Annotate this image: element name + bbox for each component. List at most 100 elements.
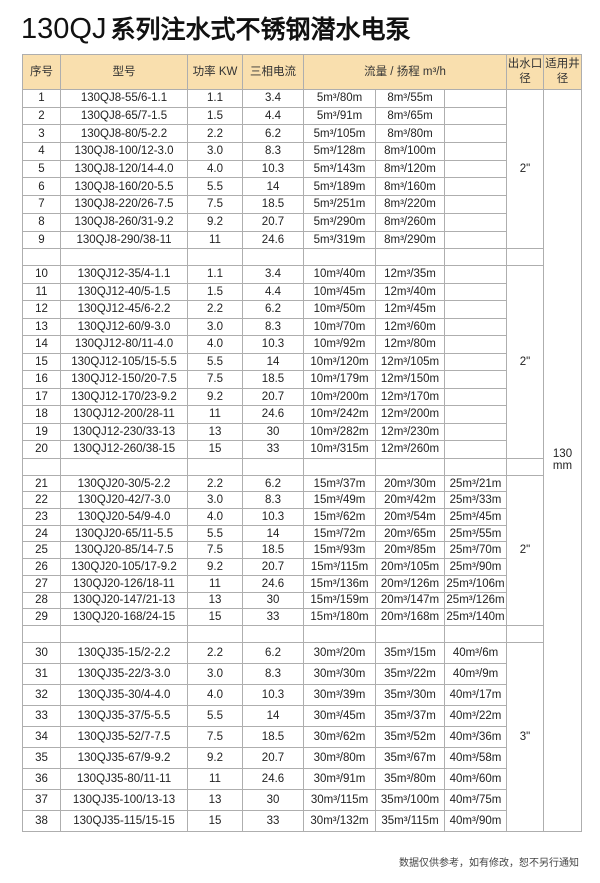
table-row: 16 130QJ12-150/20-7.5 7.5 18.5 10m³/179m 12m³… — [22, 370, 582, 389]
cell-power: 15 — [187, 809, 243, 832]
cell-current: 20.7 — [242, 746, 304, 769]
table-row: 5 130QJ8-120/14-4.0 4.0 10.3 5m³/143m 8m³/120… — [22, 159, 582, 179]
cell-flow-2: 12m³/35m — [375, 265, 445, 284]
cell-flow-3 — [444, 159, 507, 179]
cell-power: 9.2 — [187, 558, 243, 576]
cell-current: 33 — [242, 440, 304, 459]
table-row: 9 130QJ8-290/38-11 11 24.6 5m³/319m 8m³/290m — [22, 230, 582, 250]
cell-flow-1: 10m³/50m — [303, 300, 376, 319]
cell-flow-3 — [444, 106, 507, 126]
cell-flow-1: 30m³/91m — [303, 767, 376, 790]
cell-model: 130QJ8-260/31-9.2 — [60, 212, 188, 232]
cell-current: 18.5 — [242, 725, 304, 748]
table-row: 36 130QJ35-80/11-11 11 24.6 30m³/91m 35m³/80m… — [22, 767, 582, 790]
cell-power: 2.2 — [187, 641, 243, 664]
cell-no: 37 — [22, 788, 61, 811]
cell-well-diameter: 130 mm — [543, 89, 582, 832]
cell-flow-3: 40m³/75m — [444, 788, 507, 811]
cell-flow-1: 15m³/93m — [303, 541, 376, 560]
cell-power: 2.2 — [187, 474, 243, 493]
cell-power: 5.5 — [187, 177, 243, 197]
cell-power: 9.2 — [187, 212, 243, 232]
cell-model: 130QJ35-52/7-7.5 — [60, 725, 188, 748]
table-row: 24 130QJ20-65/11-5.5 5.5 14 15m³/72m 20m³/65m… — [22, 524, 582, 543]
page-title: 130QJ 系列注水式不锈钢潜水电泵 — [21, 10, 410, 46]
cell-flow-3: 40m³/90m — [444, 809, 507, 832]
empty-cell — [506, 624, 544, 643]
cell-model: 130QJ12-260/38-15 — [60, 440, 188, 459]
cell-no: 9 — [22, 230, 61, 250]
col-header-no: 序号 — [22, 54, 61, 90]
cell-flow-2: 35m³/52m — [375, 725, 445, 748]
table-row: 33 130QJ35-37/5-5.5 5.5 14 30m³/45m 35m³/37m 4… — [22, 704, 582, 727]
cell-model: 130QJ20-30/5-2.2 — [60, 474, 188, 493]
cell-no: 10 — [22, 265, 61, 284]
cell-power: 15 — [187, 440, 243, 459]
cell-flow-1: 30m³/30m — [303, 662, 376, 685]
cell-current: 10.3 — [242, 508, 304, 526]
cell-power: 1.5 — [187, 106, 243, 126]
cell-current: 14 — [242, 177, 304, 197]
cell-current: 6.2 — [242, 124, 304, 144]
cell-flow-1: 10m³/315m — [303, 440, 376, 459]
empty-cell — [506, 457, 544, 476]
cell-no: 5 — [22, 159, 61, 179]
cell-model: 130QJ20-105/17-9.2 — [60, 558, 188, 576]
cell-power: 9.2 — [187, 387, 243, 407]
empty-cell — [187, 457, 243, 476]
cell-flow-3 — [444, 230, 507, 250]
table-row: 37 130QJ35-100/13-13 13 30 30m³/115m 35m³/100… — [22, 788, 582, 811]
cell-no: 22 — [22, 491, 61, 510]
cell-flow-1: 10m³/282m — [303, 422, 376, 442]
cell-no: 3 — [22, 124, 61, 144]
cell-no: 34 — [22, 725, 61, 748]
cell-no: 20 — [22, 440, 61, 459]
cell-flow-2: 35m³/115m — [375, 809, 445, 832]
empty-cell — [22, 457, 61, 476]
table-row: 28 130QJ20-147/21-13 13 30 15m³/159m 20m³/147… — [22, 591, 582, 610]
empty-cell — [303, 248, 376, 267]
table-row: 14 130QJ12-80/11-4.0 4.0 10.3 10m³/92m 12m³/8… — [22, 335, 582, 354]
table-row: 35 130QJ35-67/9-9.2 9.2 20.7 30m³/80m 35m³/67… — [22, 746, 582, 769]
cell-flow-3 — [444, 89, 507, 108]
cell-no: 31 — [22, 662, 61, 685]
spacer-row — [22, 457, 582, 476]
cell-flow-1: 10m³/120m — [303, 352, 376, 372]
cell-current: 14 — [242, 352, 304, 372]
cell-no: 12 — [22, 300, 61, 319]
cell-current: 10.3 — [242, 335, 304, 354]
empty-cell — [444, 457, 507, 476]
cell-flow-3: 25m³/21m — [444, 474, 507, 493]
cell-power: 1.5 — [187, 282, 243, 302]
cell-flow-2: 35m³/67m — [375, 746, 445, 769]
cell-flow-3: 25m³/106m — [444, 574, 507, 593]
table-row: 11 130QJ12-40/5-1.5 1.5 4.4 10m³/45m 12m³/40m — [22, 282, 582, 302]
pump-spec-table: 序号 型号 功率 KW 三相电流 流量 / 扬程 m³/h 出水口径 适用井径 … — [22, 54, 582, 832]
cell-current: 6.2 — [242, 474, 304, 493]
cell-no: 26 — [22, 558, 61, 576]
cell-flow-3 — [444, 317, 507, 337]
empty-cell — [303, 457, 376, 476]
table-row: 29 130QJ20-168/24-15 15 33 15m³/180m 20m³/168… — [22, 608, 582, 626]
cell-no: 36 — [22, 767, 61, 790]
cell-current: 24.6 — [242, 767, 304, 790]
cell-flow-3 — [444, 387, 507, 407]
cell-current: 8.3 — [242, 317, 304, 337]
cell-current: 24.6 — [242, 405, 304, 424]
cell-flow-3 — [444, 177, 507, 197]
cell-power: 11 — [187, 230, 243, 250]
cell-flow-3 — [444, 212, 507, 232]
cell-no: 18 — [22, 405, 61, 424]
cell-power: 3.0 — [187, 491, 243, 510]
cell-flow-2: 8m³/260m — [375, 212, 445, 232]
table-row: 30 130QJ35-15/2-2.2 2.2 6.2 30m³/20m 35m³/15m… — [22, 641, 582, 832]
cell-model: 130QJ35-67/9-9.2 — [60, 746, 188, 769]
empty-cell — [444, 248, 507, 267]
cell-flow-3: 40m³/22m — [444, 704, 507, 727]
cell-flow-3 — [444, 282, 507, 302]
cell-flow-1: 15m³/49m — [303, 491, 376, 510]
cell-flow-2: 35m³/30m — [375, 683, 445, 706]
cell-no: 7 — [22, 195, 61, 214]
empty-cell — [303, 624, 376, 643]
cell-flow-2: 35m³/22m — [375, 662, 445, 685]
